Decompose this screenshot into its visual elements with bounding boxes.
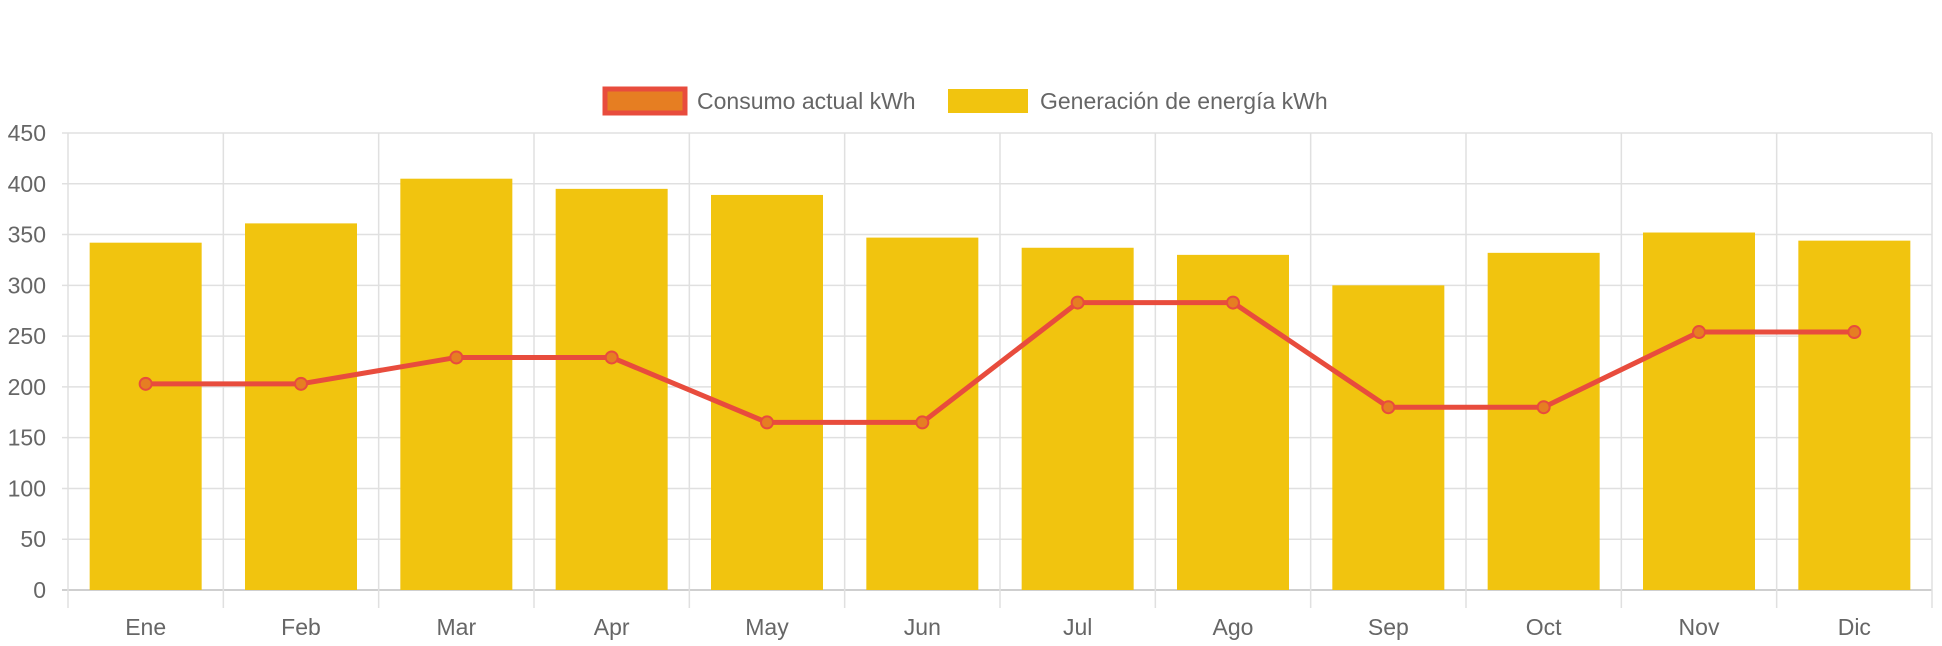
y-tick-label: 350 — [8, 222, 46, 248]
bar-mar — [400, 178, 513, 590]
x-tick-label: Ene — [125, 614, 166, 640]
x-tick-label: Ago — [1213, 614, 1254, 640]
line-series — [138, 295, 1862, 430]
y-tick-label: 200 — [8, 374, 46, 400]
y-tick-label: 250 — [8, 323, 46, 349]
x-tick-label: Feb — [281, 614, 321, 640]
y-axis: 0 50 100 150 200 250 300 350 400 450 — [8, 120, 46, 603]
bar-sep — [1332, 285, 1445, 590]
legend-label-generacion: Generación de energía kWh — [1040, 88, 1328, 114]
line-point-ago — [1226, 295, 1240, 310]
bar-may — [711, 194, 823, 590]
y-tick-label: 450 — [8, 120, 46, 146]
bar-feb — [245, 223, 357, 590]
y-tick-label: 100 — [8, 475, 46, 501]
bar-series — [89, 178, 1911, 590]
bar-dic — [1798, 240, 1911, 590]
consumption-line — [145, 300, 1855, 425]
x-tick-label: Nov — [1679, 614, 1720, 640]
x-tick-label: Oct — [1526, 614, 1562, 640]
bar-jun — [866, 237, 979, 590]
bar-oct — [1487, 252, 1600, 590]
x-tick-label: Jul — [1063, 614, 1092, 640]
y-tick-label: 50 — [20, 526, 46, 552]
bar-apr — [555, 188, 668, 590]
x-tick-label: Sep — [1368, 614, 1409, 640]
y-tick-label: 150 — [8, 425, 46, 451]
line-point-jul — [1070, 295, 1085, 310]
y-tick-label: 400 — [8, 171, 46, 197]
x-tick-label: May — [745, 614, 789, 640]
line-point-nov — [1692, 325, 1706, 340]
legend: Consumo actual kWh Generación de energía … — [602, 86, 1328, 116]
bar-ene — [89, 242, 202, 590]
y-tick-label: 0 — [33, 577, 46, 603]
x-tick-label: Mar — [437, 614, 477, 640]
line-point-feb — [294, 376, 308, 391]
bar-ago — [1177, 254, 1289, 590]
legend-swatch-consumo — [602, 86, 688, 116]
y-tick-label: 300 — [8, 272, 46, 298]
line-point-jun — [915, 415, 930, 430]
bar-nov — [1643, 232, 1755, 590]
x-tick-label: Jun — [904, 614, 941, 640]
line-point-sep — [1381, 400, 1396, 415]
x-axis: Ene Feb Mar Apr May Jun Jul Ago Sep Oct Nov Dic — [125, 614, 1871, 640]
legend-label-consumo: Consumo actual kWh — [697, 88, 916, 114]
line-point-apr — [604, 350, 619, 365]
line-point-ene — [138, 376, 153, 391]
line-point-mar — [449, 350, 464, 365]
line-point-may — [760, 415, 774, 430]
line-point-oct — [1536, 400, 1551, 415]
x-tick-label: Dic — [1838, 614, 1871, 640]
line-point-dic — [1847, 325, 1862, 340]
x-tick-label: Apr — [594, 614, 630, 640]
legend-swatch-generacion — [948, 89, 1028, 113]
